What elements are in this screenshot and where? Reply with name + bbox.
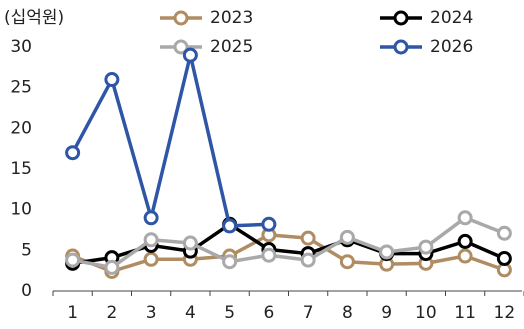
data-point (300, 252, 316, 268)
data-point (261, 216, 277, 232)
y-tick-label: 15 (10, 159, 32, 179)
y-tick-label: 10 (10, 200, 32, 220)
y-tick-label: 30 (10, 37, 32, 57)
y-tick-label: 20 (10, 118, 32, 138)
x-tick-label: 12 (494, 303, 516, 323)
data-point (418, 239, 434, 255)
data-point (457, 248, 473, 264)
data-point (182, 47, 198, 63)
data-point (300, 230, 316, 246)
data-point (143, 251, 159, 267)
data-point (65, 252, 81, 268)
x-tick-label: 6 (263, 303, 274, 323)
data-point (104, 72, 120, 88)
x-tick-label: 9 (381, 303, 392, 323)
y-tick-label: 25 (10, 78, 32, 98)
legend-marker (173, 39, 189, 55)
data-point (104, 259, 120, 275)
x-tick-label: 7 (303, 303, 314, 323)
legend-marker (393, 39, 409, 55)
data-point (222, 218, 238, 234)
series-line (72, 216, 506, 270)
data-point (261, 247, 277, 263)
data-point (65, 145, 81, 161)
x-tick-label: 4 (185, 303, 196, 323)
data-point (496, 250, 512, 266)
x-tick-label: 8 (342, 303, 353, 323)
y-tick-label: 0 (21, 281, 32, 301)
legend-label: 2023 (210, 8, 253, 28)
x-tick-label: 1 (67, 303, 78, 323)
data-point (339, 254, 355, 270)
data-point (339, 229, 355, 245)
data-point (457, 210, 473, 226)
data-point (457, 233, 473, 249)
y-tick-label: 5 (21, 240, 32, 260)
x-tick-label: 10 (415, 303, 437, 323)
legend-label: 2026 (430, 37, 473, 57)
x-tick-label: 2 (106, 303, 117, 323)
data-point (379, 244, 395, 260)
data-point (182, 235, 198, 251)
legend-label: 2025 (210, 37, 253, 57)
data-point (496, 225, 512, 241)
x-tick-label: 11 (454, 303, 476, 323)
data-point (143, 210, 159, 226)
x-tick-label: 5 (224, 303, 235, 323)
series-line (71, 53, 269, 228)
x-tick-label: 3 (146, 303, 157, 323)
legend-marker (173, 10, 189, 26)
data-point (222, 254, 238, 270)
legend-marker (393, 10, 409, 26)
legend-label: 2024 (430, 8, 473, 28)
data-point (143, 232, 159, 248)
y-axis-label: (십억원) (4, 8, 64, 28)
